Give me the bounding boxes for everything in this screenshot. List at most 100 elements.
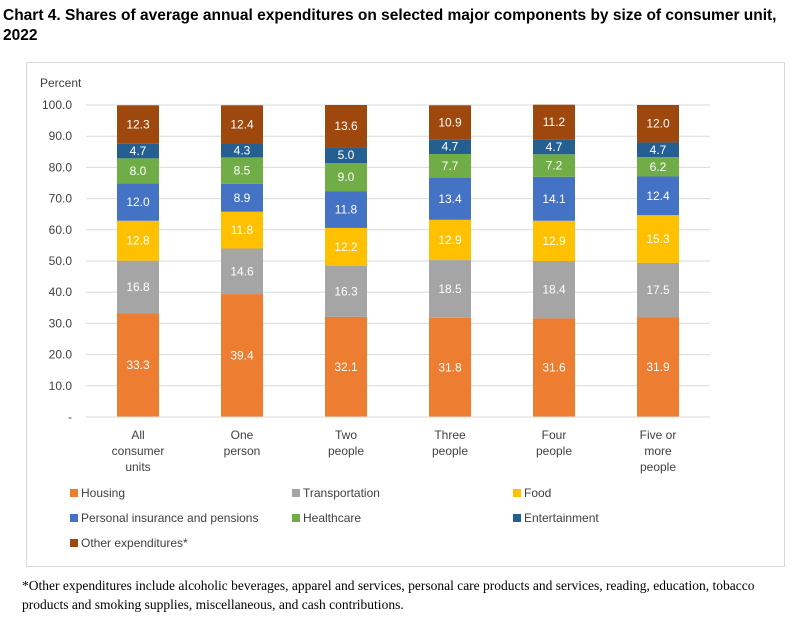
data-label: 6.2	[650, 160, 667, 174]
legend-swatch	[513, 514, 521, 522]
data-label: 4.7	[546, 140, 563, 154]
bar-segment-personal-insurance-and-pensions	[325, 191, 367, 228]
bar-segment-healthcare	[533, 154, 575, 177]
bar-segment-entertainment	[221, 144, 263, 158]
bar-segment-personal-insurance-and-pensions	[533, 176, 575, 221]
axes: Percent - 10.0 20.0 30.0 40.0 50.0 60.0 70.0 80.…	[40, 76, 710, 474]
data-label: 31.6	[542, 361, 566, 375]
x-tick-label: consumer	[112, 444, 165, 458]
y-tick-label: 10.0	[49, 379, 73, 393]
bar-segment-entertainment	[117, 143, 159, 159]
data-label: 15.3	[646, 232, 670, 246]
data-label: 4.7	[650, 143, 667, 157]
data-label: 7.7	[442, 159, 459, 173]
legend-label: Healthcare	[303, 511, 361, 525]
data-label: 32.1	[334, 360, 358, 374]
y-tick-label: 40.0	[49, 285, 73, 299]
chart-area	[26, 62, 785, 567]
bar-segment-housing	[325, 316, 367, 417]
data-label: 8.5	[234, 164, 251, 178]
x-tick-label: people	[328, 444, 364, 458]
data-label: 14.1	[542, 192, 566, 206]
y-axis-label: Percent	[40, 76, 82, 90]
x-tick-label: people	[536, 444, 572, 458]
y-tick-label: 80.0	[49, 160, 73, 174]
x-tick-label: Three	[434, 428, 466, 442]
footnote: *Other expenditures include alcoholic be…	[22, 578, 755, 612]
bar-segment-food	[533, 220, 575, 261]
bar-segment-entertainment	[325, 147, 367, 164]
data-label: 17.5	[646, 283, 670, 297]
data-label: 12.4	[646, 189, 670, 203]
bar-segment-personal-insurance-and-pensions	[637, 176, 679, 216]
bar-segment-housing	[533, 318, 575, 417]
data-label: 12.4	[230, 118, 254, 132]
data-label: 12.9	[438, 233, 462, 247]
bar-segment-healthcare	[637, 157, 679, 177]
bar-segment-healthcare	[429, 153, 471, 179]
legend-label: Housing	[81, 486, 125, 500]
bar-segment-personal-insurance-and-pensions	[117, 183, 159, 221]
data-label: 9.0	[338, 170, 355, 184]
gridlines	[86, 104, 710, 418]
data-label: 11.2	[543, 115, 566, 129]
bar-segment-transportation	[637, 262, 679, 318]
legend-swatch	[292, 489, 300, 497]
legend-swatch	[70, 489, 78, 497]
bar-segment-housing	[429, 317, 471, 417]
x-tick-label: Five or	[640, 428, 677, 442]
bar-segment-housing	[117, 313, 159, 417]
x-tick-label: units	[125, 460, 150, 474]
bar-segment-other-expenditures	[221, 105, 263, 144]
x-tick-label: Two	[335, 428, 357, 442]
data-label: 7.2	[546, 159, 563, 173]
bars	[117, 104, 679, 417]
x-tick-label: Four	[542, 428, 567, 442]
data-label: 8.9	[234, 191, 251, 205]
x-tick-label: person	[224, 444, 261, 458]
legend-swatch	[513, 489, 521, 497]
x-tick-label: One	[231, 428, 254, 442]
bar-segment-transportation	[117, 260, 159, 314]
y-tick-label: 100.0	[42, 98, 72, 112]
legend-swatch	[292, 514, 300, 522]
bar-segment-food	[221, 211, 263, 249]
x-tick-label: more	[644, 444, 672, 458]
data-label: 16.8	[126, 280, 150, 294]
data-label: 12.0	[126, 195, 150, 209]
bar-segment-food	[325, 227, 367, 266]
bar-segment-personal-insurance-and-pensions	[429, 178, 471, 220]
data-label: 8.0	[130, 164, 147, 178]
bar-segment-healthcare	[221, 157, 263, 184]
y-tick-label: -	[68, 410, 72, 424]
data-label: 12.9	[542, 234, 566, 248]
data-label: 11.8	[231, 223, 254, 237]
data-label: 14.6	[230, 264, 254, 278]
data-label: 4.7	[130, 144, 147, 158]
legend-label: Personal insurance and pensions	[81, 511, 258, 525]
bar-segment-food	[637, 215, 679, 263]
bar-segment-other-expenditures	[117, 105, 159, 144]
bar-segment-housing	[637, 317, 679, 417]
data-label: 31.9	[646, 360, 670, 374]
data-label: 4.7	[442, 140, 459, 154]
y-tick-label: 60.0	[49, 223, 73, 237]
x-tick-label: All	[131, 428, 144, 442]
bar-segment-other-expenditures	[325, 105, 367, 148]
data-label: 33.3	[126, 358, 150, 372]
legend: Housing Transportation Food Personal insura…	[70, 486, 599, 550]
bar-segment-entertainment	[637, 142, 679, 158]
bar-segment-transportation	[221, 248, 263, 295]
data-labels: 33.3 16.8 12.8 12.0 8.0 4.7 12.3 39.4 14.6 11.8 8.…	[126, 115, 670, 375]
bar-segment-entertainment	[533, 139, 575, 155]
bar-segment-other-expenditures	[637, 105, 679, 143]
data-label: 13.4	[438, 192, 462, 206]
x-tick-label: people	[640, 460, 676, 474]
legend-label: Other expenditures*	[81, 536, 188, 550]
data-label: 5.0	[338, 148, 355, 162]
bar-segment-other-expenditures	[533, 104, 575, 140]
bar-segment-entertainment	[429, 139, 471, 154]
data-label: 18.5	[438, 282, 462, 296]
data-label: 18.4	[542, 283, 566, 297]
